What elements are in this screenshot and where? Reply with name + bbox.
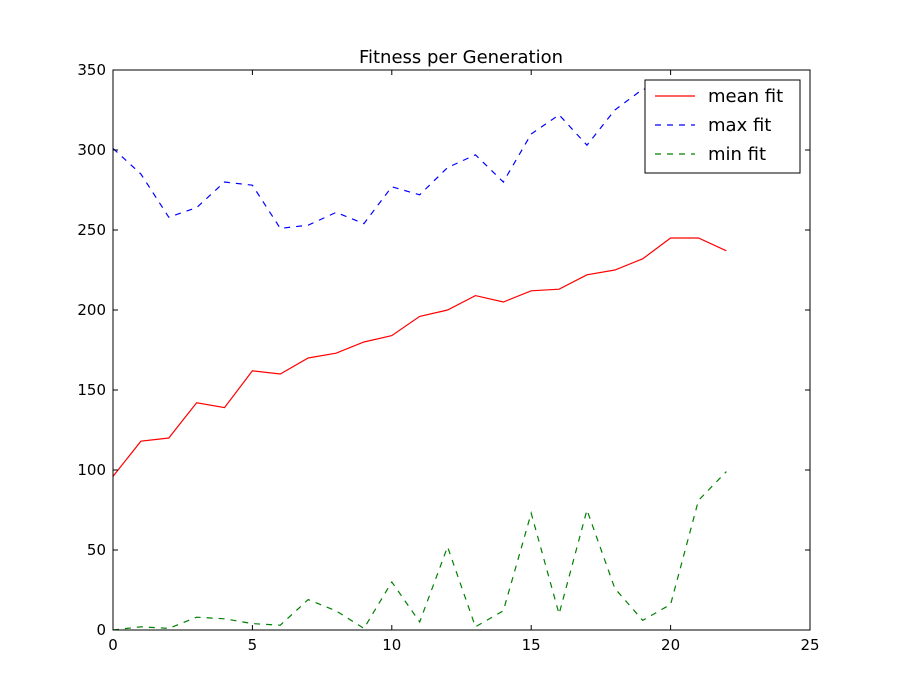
series-layer bbox=[113, 86, 727, 630]
legend: mean fit max fit min fit bbox=[644, 79, 801, 174]
y-tick-label: 200 bbox=[77, 301, 106, 319]
y-tick-label: 300 bbox=[77, 141, 106, 159]
x-tick-label: 10 bbox=[382, 636, 401, 654]
series-line-max-fit bbox=[113, 86, 727, 230]
x-tick-label: 20 bbox=[661, 636, 680, 654]
y-tick-label: 100 bbox=[77, 461, 106, 479]
chart-title: Fitness per Generation bbox=[359, 47, 563, 68]
x-tick-label: 5 bbox=[248, 636, 258, 654]
y-tick-label: 0 bbox=[96, 621, 106, 639]
legend-label: mean fit bbox=[708, 86, 783, 107]
series-line-min-fit bbox=[113, 471, 727, 630]
series-line-mean-fit bbox=[113, 237, 727, 477]
y-tick-label: 50 bbox=[87, 541, 106, 559]
plot-frame bbox=[112, 69, 811, 631]
legend-label: max fit bbox=[708, 115, 771, 136]
x-tick-label: 25 bbox=[800, 636, 819, 654]
y-tick-label: 250 bbox=[77, 221, 106, 239]
y-tick-label: 150 bbox=[77, 381, 106, 399]
legend-label: min fit bbox=[708, 144, 766, 165]
y-tick-label: 350 bbox=[77, 61, 106, 79]
x-tick-label: 15 bbox=[522, 636, 541, 654]
x-tick-label: 0 bbox=[108, 636, 118, 654]
